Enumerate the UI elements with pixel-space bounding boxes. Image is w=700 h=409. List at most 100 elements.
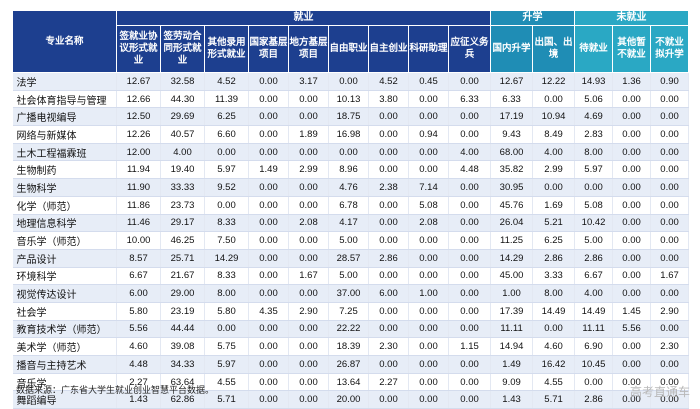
value-cell: 0.00 bbox=[408, 302, 449, 321]
value-cell: 0.00 bbox=[368, 231, 409, 250]
value-cell: 4.48 bbox=[448, 160, 492, 180]
value-cell: 0.00 bbox=[408, 107, 449, 127]
value-cell: 10.13 bbox=[328, 90, 369, 109]
value-cell: 5.08 bbox=[574, 196, 614, 215]
value-cell: 14.29 bbox=[204, 249, 249, 268]
value-cell: 6.60 bbox=[204, 125, 249, 144]
unemployed-group-header: 未就业 bbox=[574, 10, 690, 26]
value-cell: 0.00 bbox=[408, 337, 449, 356]
major-name-cell: 产品设计 bbox=[12, 249, 117, 268]
value-cell: 0.00 bbox=[288, 90, 329, 109]
table-row: 广播电视编导 12.50 29.69 6.25 0.00 0.00 18.75 0.00 0.0… bbox=[12, 107, 690, 127]
value-cell: 0.00 bbox=[650, 231, 690, 250]
major-name-cell: 化学（师范） bbox=[12, 196, 117, 215]
value-cell: 7.50 bbox=[204, 231, 249, 250]
table-row: 网络与新媒体 12.26 40.57 6.60 0.00 1.89 16.98 0.00 0.9… bbox=[12, 125, 690, 144]
value-cell: 6.67 bbox=[116, 267, 161, 286]
value-cell: 0.00 bbox=[248, 231, 289, 250]
value-cell: 3.33 bbox=[532, 267, 576, 286]
value-cell: 0.00 bbox=[448, 267, 492, 286]
table-row: 法学 12.67 32.58 4.52 0.00 3.17 0.00 4.52 0.45 0.00… bbox=[12, 72, 690, 91]
major-name-cell: 土木工程福霖班 bbox=[12, 143, 117, 162]
major-name-cell: 视觉传达设计 bbox=[12, 284, 117, 303]
value-cell: 0.00 bbox=[532, 90, 576, 109]
major-name-cell: 网络与新媒体 bbox=[12, 125, 117, 144]
value-cell: 11.39 bbox=[204, 90, 249, 109]
value-cell: 0.00 bbox=[612, 196, 652, 215]
value-cell: 0.00 bbox=[408, 320, 449, 339]
value-cell: 6.33 bbox=[448, 90, 492, 109]
column-header: 待就业 bbox=[574, 25, 614, 73]
value-cell: 6.67 bbox=[574, 267, 614, 286]
column-header: 科研助理 bbox=[408, 25, 449, 73]
value-cell: 1.67 bbox=[288, 267, 329, 286]
value-cell: 5.71 bbox=[532, 390, 576, 409]
value-cell: 0.00 bbox=[408, 143, 449, 162]
value-cell: 12.00 bbox=[116, 143, 161, 162]
value-cell: 5.56 bbox=[612, 320, 652, 339]
value-cell: 0.00 bbox=[448, 302, 492, 321]
column-header: 自主创业 bbox=[368, 25, 409, 73]
value-cell: 0.00 bbox=[574, 373, 614, 392]
value-cell: 6.25 bbox=[532, 231, 576, 250]
value-cell: 0.00 bbox=[532, 178, 576, 197]
value-cell: 5.75 bbox=[204, 337, 249, 356]
value-cell: 0.00 bbox=[248, 249, 289, 268]
value-cell: 0.00 bbox=[368, 107, 409, 127]
value-cell: 0.00 bbox=[368, 214, 409, 233]
table-row: 播音与主持艺术 4.48 34.33 5.97 0.00 0.00 26.87 0.00 0.0… bbox=[12, 355, 690, 374]
value-cell: 14.94 bbox=[490, 337, 534, 356]
table-row: 地理信息科学 11.46 29.17 8.33 0.00 2.08 4.17 0.00 2.08… bbox=[12, 214, 690, 233]
value-cell: 2.99 bbox=[532, 160, 576, 180]
value-cell: 0.00 bbox=[288, 284, 329, 303]
value-cell: 12.26 bbox=[116, 125, 161, 144]
value-cell: 37.00 bbox=[328, 284, 369, 303]
value-cell: 4.35 bbox=[248, 302, 289, 321]
value-cell: 16.98 bbox=[328, 125, 369, 144]
value-cell: 14.29 bbox=[490, 249, 534, 268]
value-cell: 33.33 bbox=[160, 178, 205, 197]
value-cell: 0.00 bbox=[248, 267, 289, 286]
value-cell: 28.57 bbox=[328, 249, 369, 268]
value-cell: 14.93 bbox=[574, 72, 614, 91]
value-cell: 2.86 bbox=[368, 249, 409, 268]
watermark: 高考直通车 bbox=[629, 385, 690, 399]
value-cell: 3.80 bbox=[368, 90, 409, 109]
table-row: 生物制药 11.94 19.40 5.97 1.49 2.99 8.96 0.00 0.00 4.… bbox=[12, 160, 690, 180]
value-cell: 25.71 bbox=[160, 249, 205, 268]
value-cell: 11.11 bbox=[490, 320, 534, 339]
table-row: 舞蹈编导 1.43 62.86 5.71 0.00 0.00 20.00 0.00 0.00 0.… bbox=[12, 390, 690, 409]
value-cell: 0.00 bbox=[328, 143, 369, 162]
major-name-cell: 广播电视编导 bbox=[12, 107, 117, 127]
value-cell: 0.00 bbox=[288, 107, 329, 127]
value-cell: 8.00 bbox=[574, 143, 614, 162]
value-cell: 5.08 bbox=[408, 196, 449, 215]
column-header: 其他暂不就业 bbox=[612, 25, 652, 73]
value-cell: 0.00 bbox=[248, 337, 289, 356]
value-cell: 0.00 bbox=[650, 284, 690, 303]
value-cell: 5.97 bbox=[574, 160, 614, 180]
value-cell: 0.00 bbox=[612, 125, 652, 144]
value-cell: 0.94 bbox=[408, 125, 449, 144]
value-cell: 0.00 bbox=[448, 284, 492, 303]
value-cell: 6.90 bbox=[574, 337, 614, 356]
value-cell: 1.36 bbox=[612, 72, 652, 91]
value-cell: 4.52 bbox=[204, 72, 249, 91]
table-row: 美术学（师范） 4.60 39.08 5.75 0.00 0.00 18.39 2.30 0.0… bbox=[12, 337, 690, 356]
value-cell: 26.87 bbox=[328, 355, 369, 374]
value-cell: 45.00 bbox=[490, 267, 534, 286]
value-cell: 5.80 bbox=[116, 302, 161, 321]
value-cell: 0.00 bbox=[612, 143, 652, 162]
value-cell: 8.33 bbox=[204, 214, 249, 233]
value-cell: 0.00 bbox=[408, 355, 449, 374]
value-cell: 12.67 bbox=[116, 72, 161, 91]
value-cell: 0.00 bbox=[612, 214, 652, 233]
value-cell: 44.30 bbox=[160, 90, 205, 109]
value-cell: 0.00 bbox=[448, 196, 492, 215]
value-cell: 0.00 bbox=[248, 143, 289, 162]
major-name-cell: 音乐学（师范） bbox=[12, 231, 117, 250]
value-cell: 29.17 bbox=[160, 214, 205, 233]
value-cell: 18.75 bbox=[328, 107, 369, 127]
value-cell: 12.67 bbox=[490, 72, 534, 91]
value-cell: 0.00 bbox=[408, 373, 449, 392]
